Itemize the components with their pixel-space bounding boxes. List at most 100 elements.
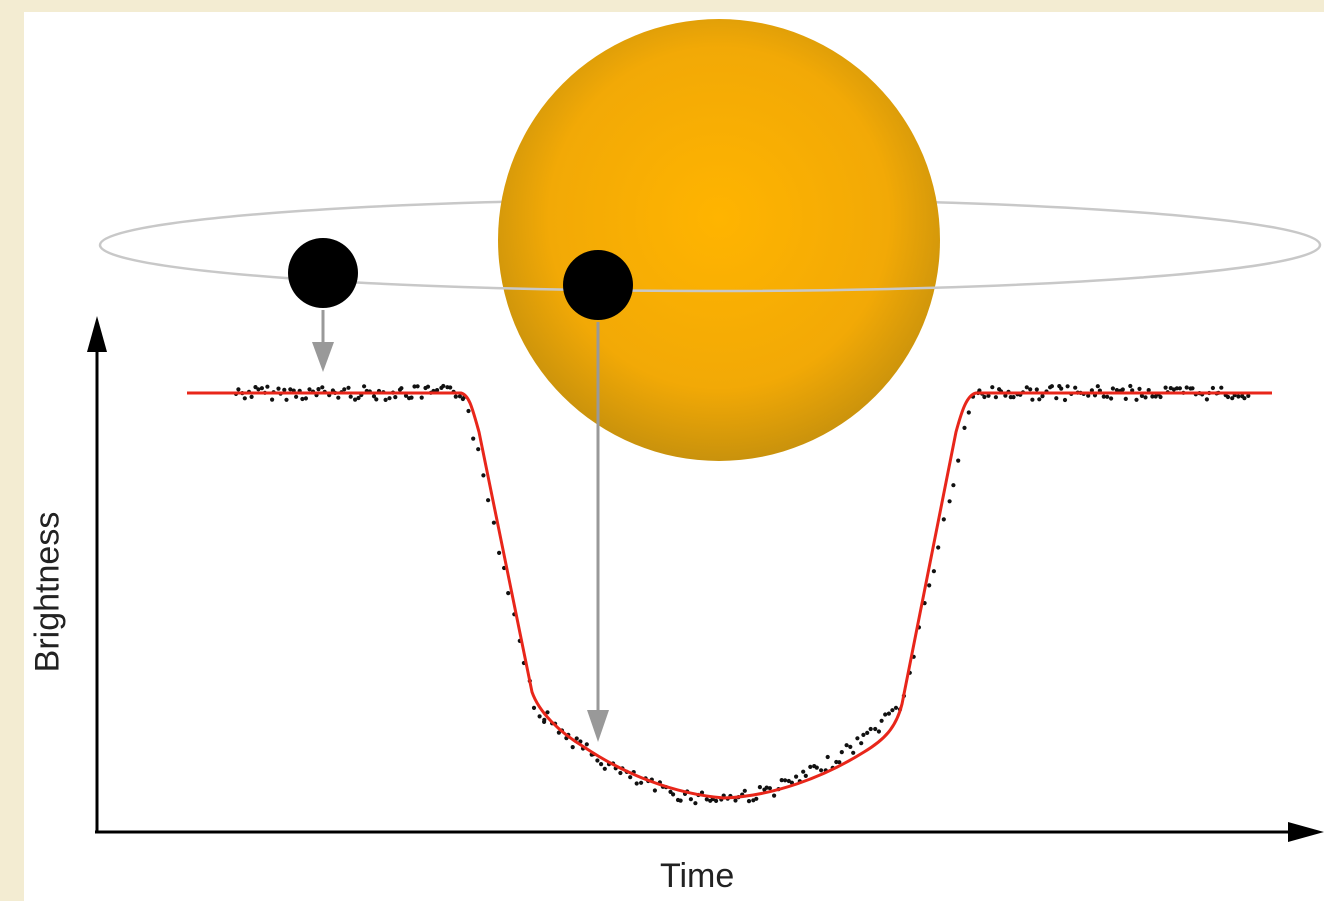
data-point — [270, 397, 275, 402]
data-point — [1184, 385, 1189, 390]
data-point — [801, 769, 806, 774]
data-point — [819, 768, 824, 773]
data-point — [639, 780, 644, 785]
data-point — [1011, 395, 1016, 400]
data-point — [491, 520, 496, 525]
planet-in-transit — [563, 250, 633, 320]
data-point — [595, 758, 600, 763]
data-point — [1049, 384, 1054, 389]
data-point — [986, 393, 991, 398]
data-point — [353, 397, 358, 402]
data-point — [1101, 394, 1106, 399]
data-point — [415, 384, 420, 389]
data-point — [879, 718, 884, 723]
data-point — [1177, 386, 1182, 391]
data-point — [628, 775, 633, 780]
data-point — [962, 425, 967, 430]
data-point — [1130, 388, 1135, 393]
data-point — [545, 710, 550, 715]
data-point — [757, 785, 763, 790]
data-point — [861, 732, 866, 738]
data-point — [1105, 394, 1110, 399]
data-point — [441, 383, 446, 389]
data-point — [746, 799, 752, 804]
data-point — [1095, 384, 1100, 389]
data-point — [1037, 397, 1042, 402]
data-point — [990, 385, 995, 390]
data-point — [1089, 388, 1094, 393]
data-point — [868, 726, 873, 732]
data-point — [844, 743, 849, 748]
data-point — [253, 385, 258, 390]
data-point — [448, 385, 453, 390]
data-point — [1210, 385, 1215, 391]
data-point — [1146, 388, 1151, 393]
data-point — [848, 744, 853, 750]
data-point — [772, 793, 777, 798]
data-point — [497, 550, 502, 556]
data-point — [419, 395, 424, 400]
data-point — [236, 387, 241, 392]
data-point — [1073, 385, 1078, 390]
data-point — [599, 762, 604, 767]
data-point — [966, 410, 971, 415]
data-point — [618, 770, 623, 776]
data-point — [634, 781, 639, 786]
data-point — [668, 789, 673, 795]
data-point — [259, 386, 264, 391]
data-point — [387, 396, 392, 401]
data-point — [693, 801, 698, 806]
data-point — [383, 397, 388, 402]
data-point — [393, 395, 398, 400]
data-point — [956, 458, 961, 463]
data-point — [320, 385, 325, 390]
arrow-out-of-transit — [312, 310, 334, 372]
data-point — [1242, 396, 1247, 401]
data-point — [307, 387, 312, 392]
data-point — [242, 396, 247, 401]
data-point — [742, 788, 747, 793]
data-point — [993, 395, 999, 400]
data-point — [602, 766, 607, 771]
data-point — [1028, 387, 1033, 392]
data-point — [671, 792, 676, 797]
y-axis — [87, 316, 107, 832]
data-point — [767, 786, 773, 791]
orbit-front — [98, 244, 1322, 293]
data-point — [403, 393, 409, 398]
data-point — [1062, 397, 1068, 403]
data-point — [803, 773, 808, 779]
data-point — [303, 396, 308, 401]
data-point — [786, 778, 791, 784]
data-point — [457, 394, 462, 399]
data-point — [794, 774, 799, 779]
data-point — [839, 750, 844, 755]
data-point — [1109, 396, 1114, 401]
data-point — [851, 750, 856, 755]
data-point — [678, 798, 683, 803]
data-point — [947, 499, 952, 504]
data-point — [282, 387, 287, 392]
data-point — [348, 394, 353, 399]
data-point — [825, 754, 830, 760]
data-point — [1246, 393, 1251, 398]
data-point — [1030, 397, 1035, 402]
data-point — [1163, 385, 1168, 390]
data-point — [409, 395, 414, 400]
data-point — [754, 796, 759, 801]
data-point — [506, 591, 511, 596]
data-point — [814, 765, 819, 770]
data-point — [276, 386, 281, 391]
data-point — [1230, 396, 1235, 401]
data-point — [356, 395, 361, 401]
data-point — [931, 569, 937, 574]
data-point — [316, 387, 321, 392]
data-point — [733, 798, 738, 803]
data-point — [466, 408, 471, 414]
data-point — [265, 384, 270, 389]
data-point — [883, 712, 888, 717]
data-point — [1065, 384, 1070, 389]
data-point — [688, 797, 694, 802]
data-point — [714, 798, 719, 804]
data-point — [1034, 387, 1039, 392]
